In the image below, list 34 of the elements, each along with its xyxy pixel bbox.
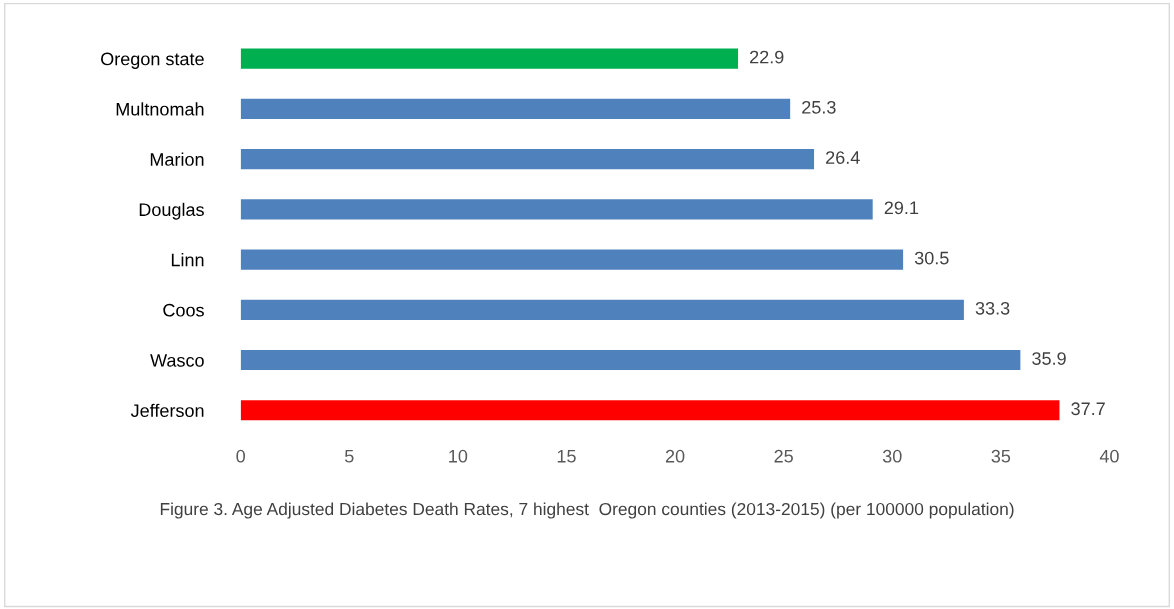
x-tick-label: 10: [449, 449, 468, 463]
bar: [240, 350, 1021, 371]
x-tick-label: 40: [1099, 449, 1119, 463]
y-tick-label: Coos: [163, 303, 204, 317]
y-tick-label: Linn: [171, 253, 204, 267]
data-label: 25.3: [802, 100, 836, 114]
y-tick-label: Douglas: [139, 202, 204, 220]
y-tick-label: Wasco: [150, 354, 204, 367]
x-tick-label: 15: [557, 449, 576, 463]
y-tick-label: Oregon state: [101, 52, 204, 69]
y-tick-label: Jefferson: [130, 403, 204, 418]
x-tick-label: 5: [344, 449, 354, 463]
bar: [240, 149, 815, 170]
data-label: 29.1: [884, 201, 919, 215]
data-label: 22.9: [750, 50, 784, 64]
data-label: 26.4: [826, 151, 860, 164]
x-tick-label: 0: [236, 449, 245, 463]
data-label: 35.9: [1032, 352, 1066, 365]
x-tick-label: 25: [774, 449, 793, 463]
bar: [240, 199, 873, 220]
x-tick-label: 20: [665, 449, 685, 463]
y-tick-label: Multnomah: [116, 102, 204, 116]
data-label: 37.7: [1071, 402, 1105, 416]
x-tick-label: 30: [882, 449, 902, 463]
bar: [240, 400, 1060, 421]
x-tick-label: 35: [991, 449, 1011, 463]
caption: Figure 3. Age Adjusted Diabetes Death Rates, 7 highest Oregon counties (2013-2015) (per 100000 population): [160, 502, 1014, 519]
bar: [240, 249, 904, 270]
bar: [240, 299, 964, 320]
bar: [240, 98, 791, 119]
data-label: 33.3: [975, 301, 1010, 315]
data-label: 30.5: [914, 251, 949, 265]
y-tick-label: Marion: [150, 152, 204, 166]
bar: [240, 48, 739, 69]
